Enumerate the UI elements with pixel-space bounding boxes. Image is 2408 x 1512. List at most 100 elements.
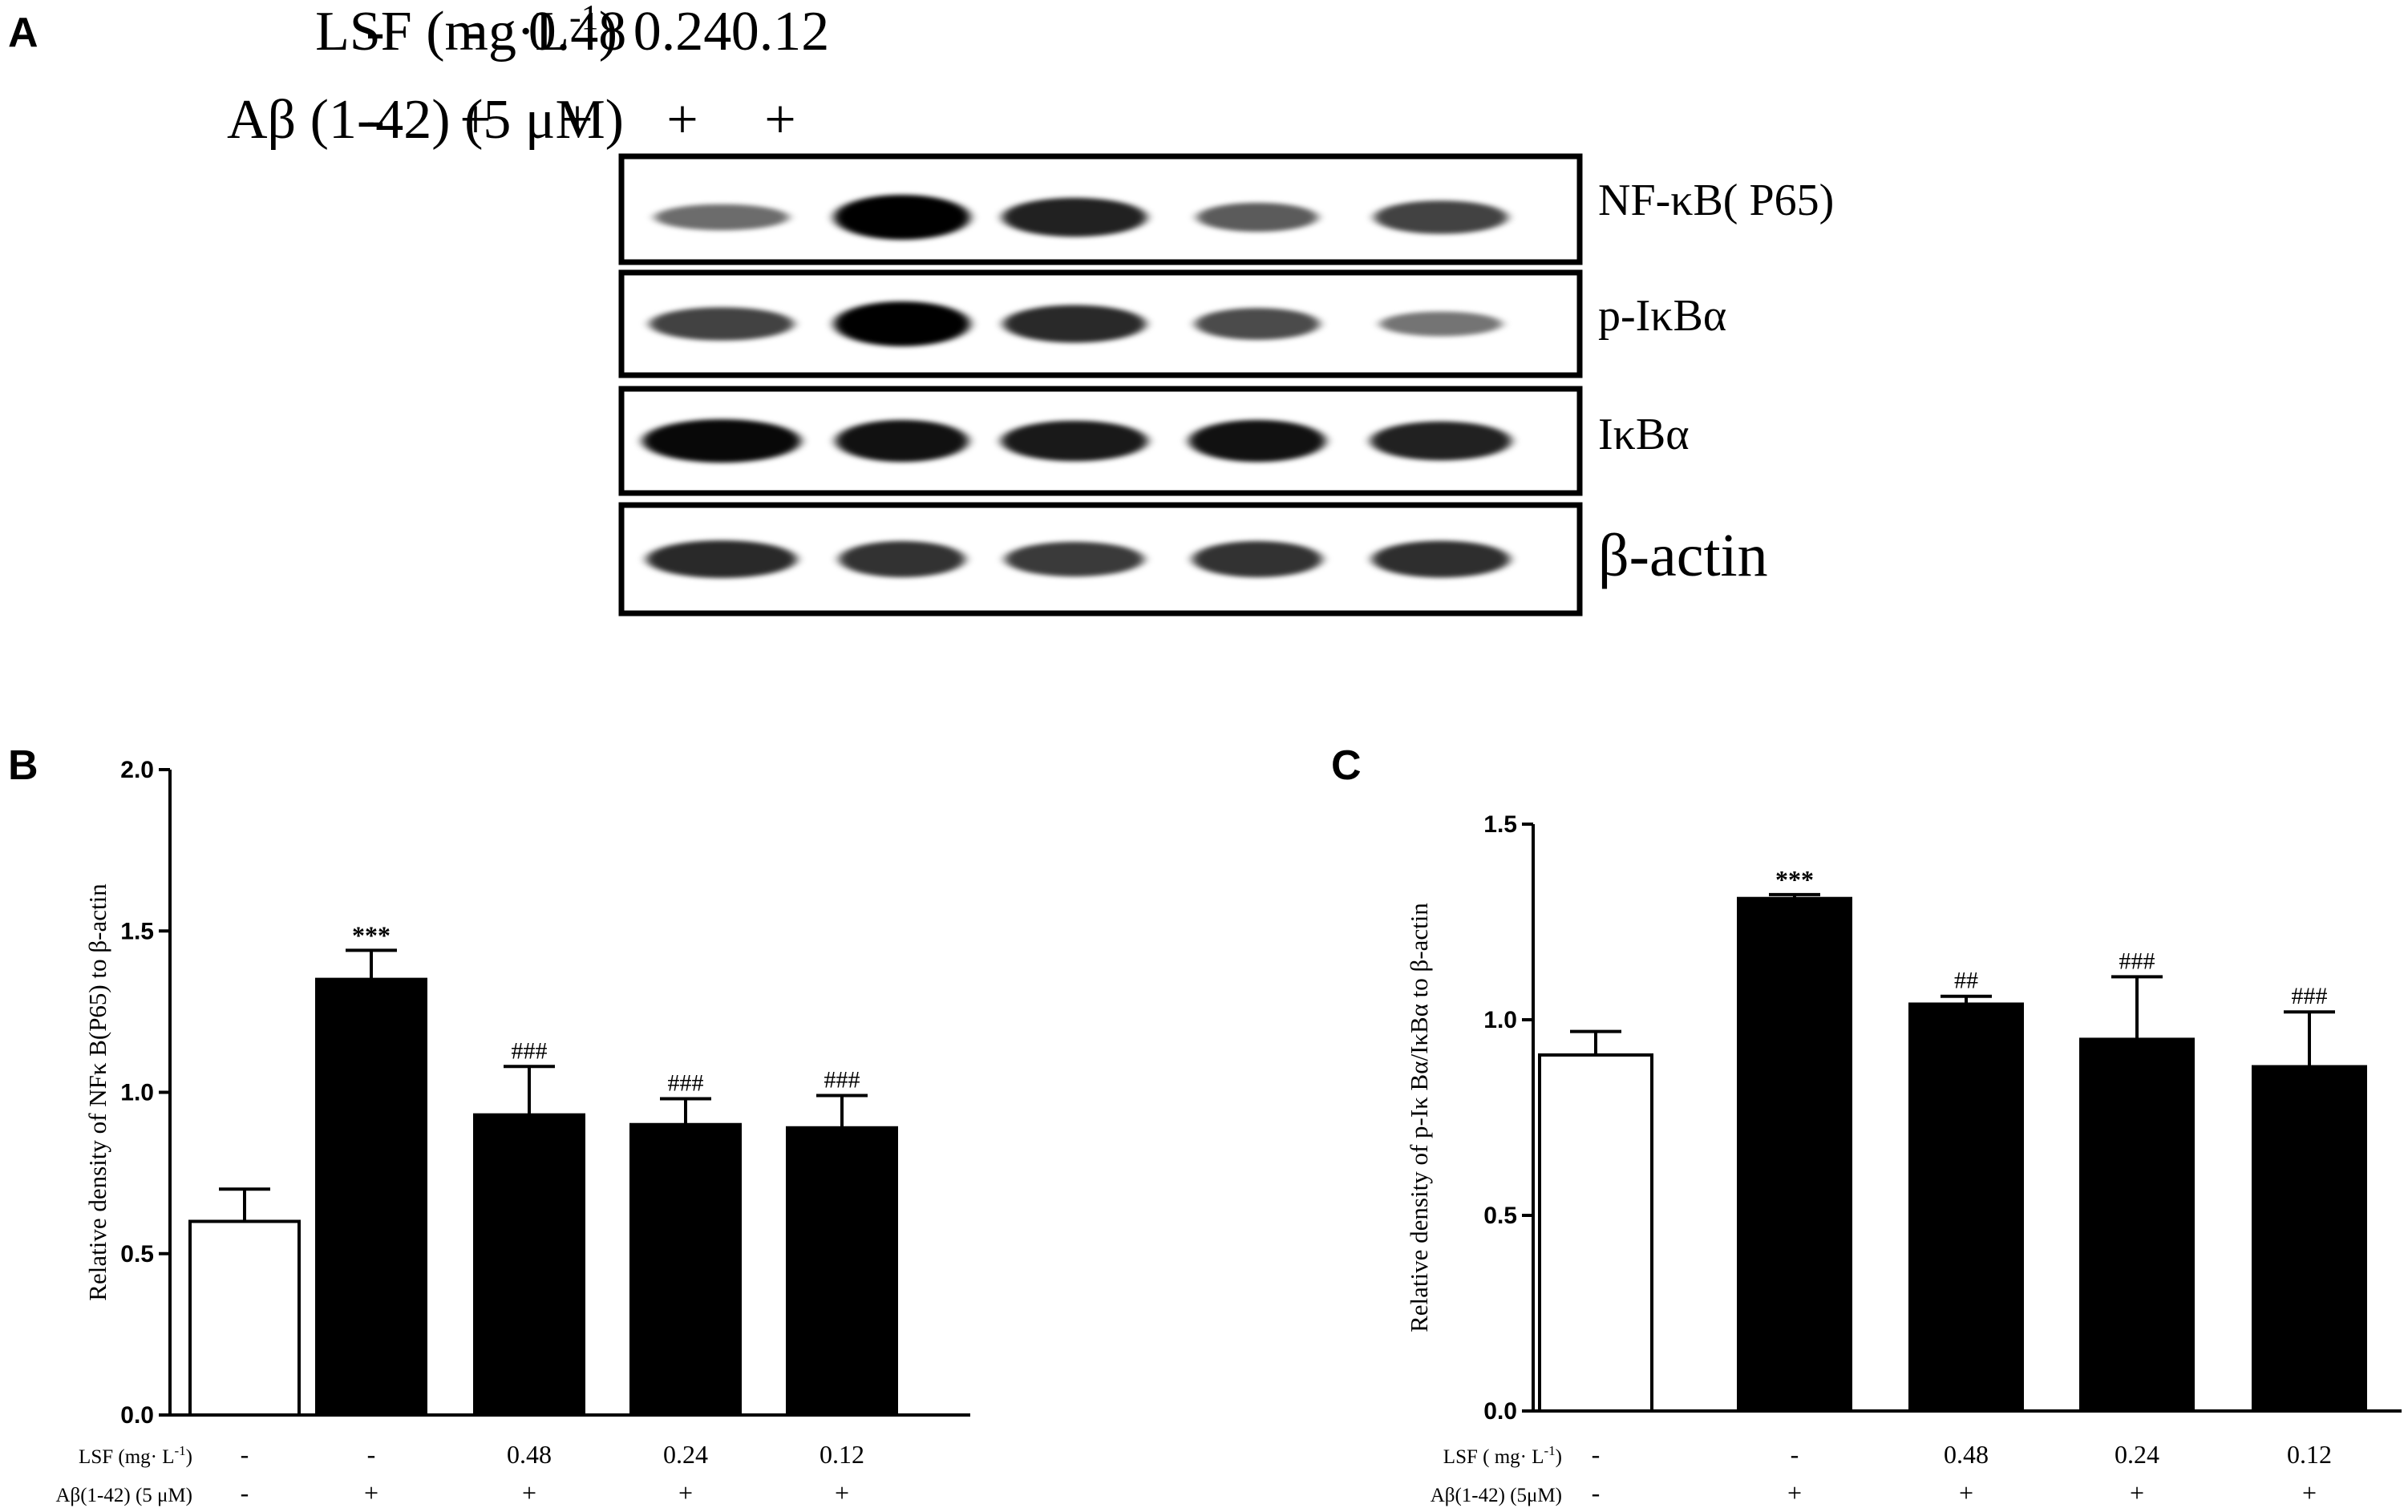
panel-b-letter: B [8, 742, 38, 789]
blot-band-lane-4 [1195, 308, 1320, 340]
blot-strip-1: NF-κB( P65) [618, 153, 1834, 265]
blot-label: p-IκBα [1598, 291, 1726, 341]
blot-label: NF-κB( P65) [1598, 176, 1834, 225]
blot-band-lane-1 [650, 307, 794, 341]
abeta-value-lane-2: + [459, 89, 491, 151]
x-category-lsf-label: 0.12 [2287, 1440, 2332, 1469]
blot-strip-2: p-IκBα [618, 269, 1726, 378]
bar-1 [1538, 1053, 1653, 1413]
x-category-abeta-label: + [2130, 1478, 2144, 1507]
blot-label: β-actin [1598, 522, 1768, 589]
blot-band-lane-4 [1188, 419, 1326, 463]
blot-band-lane-3 [1001, 420, 1148, 462]
x-category-lsf-label: 0.24 [663, 1440, 708, 1469]
panel-c-bar-chart: 0.0 0.5 1.0 1.5 Relative density of p-Iκ Bα/… [1405, 811, 2402, 1507]
lsf-value-lane-4: 0.24 [633, 1, 732, 63]
x-category-lsf-label: 0.24 [2115, 1440, 2159, 1469]
x-category-abeta-label: + [678, 1478, 693, 1507]
bar-2 [315, 977, 427, 1417]
panel-b-lsf-label: LSF (mg· L-1) [79, 1443, 192, 1468]
significance-annotation: *** [1775, 865, 1814, 894]
lsf-value-lane-3: 0.48 [528, 1, 627, 63]
blot-label: IκBα [1598, 410, 1690, 459]
significance-annotation: *** [352, 920, 391, 949]
blot-band-lane-4 [1192, 540, 1322, 578]
bar-4 [2079, 1037, 2195, 1413]
panel-b-chart: B 0.0 0.5 1.0 1.5 2.0 Relative density of NFκ… [8, 742, 970, 1507]
x-category-lsf-label: - [241, 1440, 249, 1469]
significance-annotation: ### [668, 1070, 704, 1097]
western-blot-strips: NF-κB( P65) p-IκBα IκBα β-actin [618, 153, 1834, 617]
blot-band-lane-5 [1371, 540, 1511, 578]
abeta-treatment-values: - + + + + [366, 89, 795, 151]
bar-3 [1908, 1002, 2024, 1413]
blot-band-lane-1 [654, 204, 789, 231]
blot-band-lane-5 [1370, 421, 1512, 461]
x-category-abeta-label: + [522, 1478, 536, 1507]
x-category-lsf-label: 0.48 [1944, 1440, 1989, 1469]
bar-5 [2252, 1065, 2367, 1413]
bar-1 [188, 1219, 301, 1417]
y-tick-label: 1.0 [1483, 1007, 1517, 1033]
y-tick-label: 1.5 [120, 918, 154, 944]
blot-strip-4: β-actin [618, 502, 1768, 617]
y-tick-label: 1.5 [1483, 811, 1517, 838]
x-category-abeta-label: + [2302, 1478, 2317, 1507]
y-tick-label: 0.5 [120, 1241, 154, 1267]
panel-c-lsf-label: LSF ( mg· L-1) [1443, 1443, 1562, 1468]
bar-2 [1737, 896, 1852, 1413]
abeta-value-lane-1: - [366, 89, 384, 151]
lsf-value-lane-1: - [366, 1, 384, 63]
blot-band-lane-1 [646, 540, 797, 578]
significance-annotation: ### [824, 1067, 860, 1094]
panel-b-abeta-label: Aβ(1-42) (5 μM) [55, 1485, 192, 1506]
bar-3 [473, 1113, 585, 1417]
y-tick-label: 1.0 [120, 1080, 154, 1106]
y-tick-label: 2.0 [120, 757, 154, 783]
blot-strip-3: IκBα [618, 386, 1690, 496]
panel-a-letter: A [8, 10, 38, 56]
x-category-lsf-label: - [1791, 1440, 1799, 1469]
x-category-abeta-label: + [364, 1478, 378, 1507]
y-tick-label: 0.5 [1483, 1203, 1517, 1229]
lsf-treatment-values: - -0.48 0.24 0.12 [366, 1, 829, 63]
lsf-row-label: LSF (mg·L-1) [315, 0, 617, 63]
blot-band-lane-5 [1379, 311, 1503, 337]
x-category-lsf-label: 0.12 [820, 1440, 864, 1469]
significance-annotation: ### [2119, 948, 2155, 974]
blot-band-lane-3 [1005, 541, 1144, 577]
panel-a-western-blot: A LSF (mg·L-1) Aβ (1-42) (5 μM) - -0.48 0.… [8, 0, 1834, 617]
lsf-value-lane-2: - [466, 1, 484, 63]
abeta-row-label: Aβ (1-42) (5 μM) [227, 89, 624, 151]
y-axis-label: Relative density of p-Iκ Bα/IκBα to β-ac… [1405, 903, 1433, 1332]
abeta-value-lane-3: + [561, 89, 593, 151]
blot-band-lane-2 [834, 195, 970, 240]
significance-annotation: ### [2292, 983, 2328, 1009]
x-category-abeta-label: + [1787, 1478, 1802, 1507]
blot-band-lane-3 [1002, 305, 1147, 343]
x-category-abeta-label: + [835, 1478, 849, 1507]
x-category-lsf-label: 0.48 [507, 1440, 552, 1469]
panel-c-letter: C [1331, 742, 1362, 789]
blot-band-lane-2 [834, 301, 970, 346]
blot-band-lane-5 [1374, 200, 1508, 234]
x-category-lsf-label: - [367, 1440, 376, 1469]
panel-b-bar-chart: 0.0 0.5 1.0 1.5 2.0 Relative density of NFκ B… [83, 757, 970, 1507]
y-tick-label: 0.0 [120, 1402, 154, 1429]
abeta-value-lane-4: + [666, 89, 698, 151]
abeta-value-lane-5: + [764, 89, 795, 151]
x-category-abeta-label: + [1959, 1478, 1973, 1507]
blot-band-lane-2 [836, 419, 969, 463]
blot-band-lane-3 [1002, 197, 1147, 237]
y-tick-label: 0.0 [1483, 1398, 1517, 1425]
x-category-lsf-label: - [1592, 1440, 1601, 1469]
x-category-abeta-label: - [241, 1478, 249, 1507]
bar-5 [786, 1126, 898, 1417]
blot-band-lane-4 [1196, 202, 1318, 232]
significance-annotation: ## [1954, 968, 1978, 994]
blot-band-lane-2 [839, 540, 965, 578]
lsf-value-lane-5: 0.12 [731, 1, 830, 63]
x-category-abeta-label: - [1592, 1478, 1601, 1507]
blot-band-lane-1 [642, 418, 801, 463]
